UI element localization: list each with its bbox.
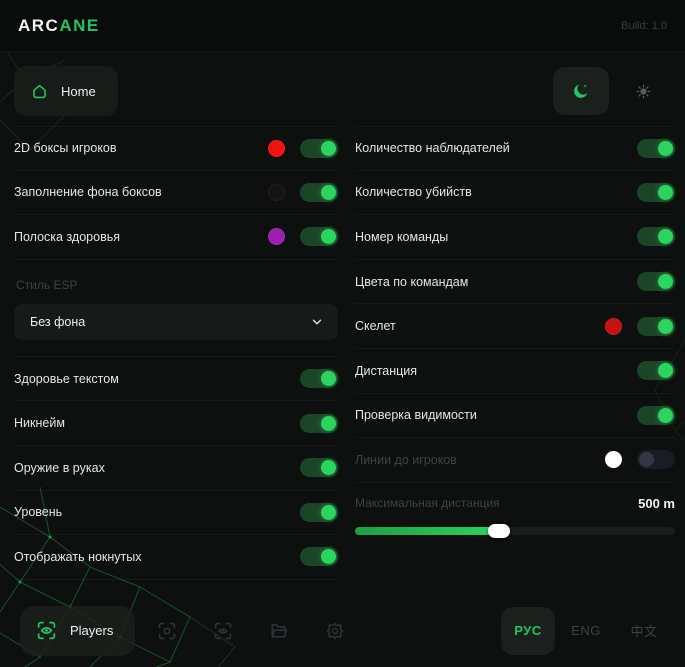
home-icon xyxy=(33,84,46,98)
aim-tab-button[interactable] xyxy=(143,607,191,655)
player-scan-icon xyxy=(37,621,56,640)
setting-label: Заполнение фона боксов xyxy=(14,185,162,200)
toggle-switch[interactable] xyxy=(300,227,338,247)
theme-switcher xyxy=(553,67,671,115)
setting-label: Количество наблюдателей xyxy=(355,141,510,156)
players-tab-label: Players xyxy=(70,623,114,638)
folder-icon xyxy=(271,623,288,638)
scan-eye-icon xyxy=(215,622,232,639)
slider-handle[interactable] xyxy=(488,523,510,538)
bottom-bar: Players xyxy=(0,600,685,667)
color-swatch[interactable] xyxy=(605,451,622,469)
toggle-switch[interactable] xyxy=(300,369,338,389)
max-distance-label: Максимальная дистанция xyxy=(355,496,500,511)
esp-style-group: Стиль ESP Без фона xyxy=(14,260,338,357)
light-theme-button[interactable] xyxy=(615,67,671,115)
sun-icon xyxy=(636,84,650,98)
build-version: Build: 1.0 xyxy=(621,19,667,32)
toggle-switch[interactable] xyxy=(300,182,338,202)
info-settings-column: Количество наблюдателей Количество убийс… xyxy=(355,126,675,580)
setting-row: Дистанция xyxy=(355,349,675,394)
setting-row: Уровень xyxy=(14,491,338,536)
setting-row: Количество наблюдателей xyxy=(355,126,675,171)
setting-row: Номер команды xyxy=(355,215,675,260)
setting-label: Отображать нокнутых xyxy=(14,549,142,564)
toggle-switch[interactable] xyxy=(637,361,675,381)
setting-label: Оружие в руках xyxy=(14,460,105,475)
setting-row: Проверка видимости xyxy=(355,394,675,439)
toggle-switch[interactable] xyxy=(637,182,675,202)
setting-row: Линии до игроков xyxy=(355,438,675,483)
setting-label: Уровень xyxy=(14,505,63,520)
setting-row: Цвета по командам xyxy=(355,260,675,305)
toggle-switch[interactable] xyxy=(300,413,338,433)
app-logo: ARCANE xyxy=(18,15,100,35)
slider-fill xyxy=(355,526,499,535)
scan-eye-icon xyxy=(159,622,176,639)
chevron-down-icon xyxy=(312,319,322,325)
esp-style-select[interactable]: Без фона xyxy=(14,303,338,340)
spectate-tab-button[interactable] xyxy=(199,607,247,655)
color-swatch[interactable] xyxy=(268,183,285,201)
setting-label: Линии до игроков xyxy=(355,452,457,467)
settings-tab-button[interactable] xyxy=(311,607,359,655)
lang-zh-button[interactable]: 中文 xyxy=(630,624,658,639)
setting-row: Никнейм xyxy=(14,401,338,446)
max-distance-value: 500 m xyxy=(638,495,675,511)
toggle-switch[interactable] xyxy=(300,502,338,522)
setting-label: Цвета по командам xyxy=(355,274,469,289)
esp-settings-column: 2D боксы игроков Заполнение фона боксов … xyxy=(14,126,338,580)
setting-label: Здоровье текстом xyxy=(14,371,119,386)
esp-style-value: Без фона xyxy=(30,314,86,329)
gear-icon xyxy=(326,622,344,639)
toggle-switch[interactable] xyxy=(300,547,338,567)
configs-tab-button[interactable] xyxy=(255,607,303,655)
home-button[interactable]: Home xyxy=(14,66,118,116)
setting-row: Оружие в руках xyxy=(14,446,338,491)
lang-eng-button[interactable]: ENG xyxy=(571,623,601,638)
toggle-switch[interactable] xyxy=(300,458,338,478)
toggle-switch[interactable] xyxy=(637,405,675,425)
setting-label: Полоска здоровья xyxy=(14,229,120,244)
setting-label: Никнейм xyxy=(14,416,65,431)
language-switcher: РУС ENG 中文 xyxy=(501,606,671,655)
moon-icon xyxy=(574,84,588,98)
setting-label: Скелет xyxy=(355,319,396,334)
setting-label: Проверка видимости xyxy=(355,408,477,423)
title-bar: ARCANE Build: 1.0 xyxy=(0,0,685,52)
setting-row: Количество убийств xyxy=(355,171,675,216)
color-swatch[interactable] xyxy=(268,139,285,157)
setting-row: Отображать нокнутых xyxy=(14,535,338,580)
dark-theme-button[interactable] xyxy=(553,67,609,115)
toggle-switch[interactable] xyxy=(637,316,675,336)
setting-label: 2D боксы игроков xyxy=(14,141,117,156)
max-distance-group: Максимальная дистанция 500 m xyxy=(355,483,675,538)
toggle-switch[interactable] xyxy=(637,450,675,470)
color-swatch[interactable] xyxy=(268,228,285,246)
toggle-switch[interactable] xyxy=(300,138,338,158)
nav-row: Home xyxy=(14,66,671,116)
players-tab-button[interactable]: Players xyxy=(20,605,136,656)
toggle-switch[interactable] xyxy=(637,227,675,247)
setting-label: Дистанция xyxy=(355,363,418,378)
max-distance-slider[interactable] xyxy=(355,523,675,538)
setting-row: Полоска здоровья xyxy=(14,215,338,260)
setting-label: Количество убийств xyxy=(355,185,472,200)
esp-style-label: Стиль ESP xyxy=(16,277,78,292)
color-swatch[interactable] xyxy=(605,317,622,335)
toggle-switch[interactable] xyxy=(637,138,675,158)
setting-label: Номер команды xyxy=(355,229,449,244)
setting-row: Заполнение фона боксов xyxy=(14,171,338,216)
setting-row: Скелет xyxy=(355,304,675,349)
settings-panel: 2D боксы игроков Заполнение фона боксов … xyxy=(0,116,685,580)
lang-rus-button[interactable]: РУС xyxy=(501,606,555,655)
toggle-switch[interactable] xyxy=(637,272,675,292)
home-label: Home xyxy=(61,83,96,99)
setting-row: 2D боксы игроков xyxy=(14,126,338,171)
setting-row: Здоровье текстом xyxy=(14,357,338,402)
